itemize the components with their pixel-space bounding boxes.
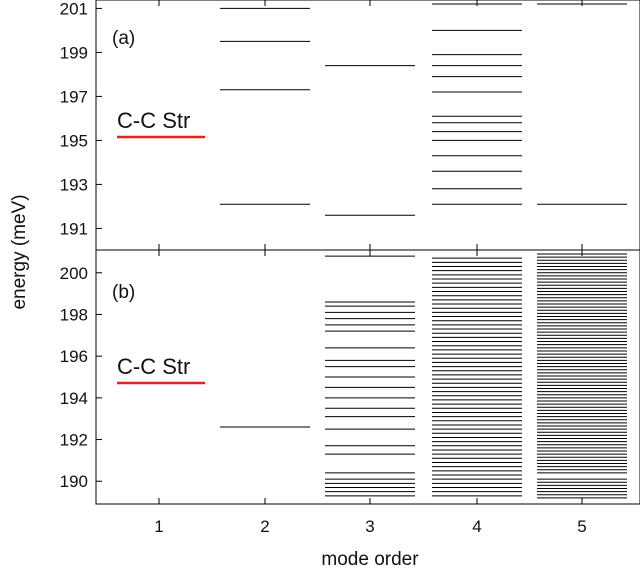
y-tick-label: 190 [60, 472, 88, 491]
panel-a-label: (a) [112, 28, 135, 49]
y-tick-label: 198 [60, 305, 88, 324]
x-tick-label: 3 [365, 517, 374, 536]
panel-b-x-ticks: 1 2 3 4 5 [154, 250, 587, 536]
y-tick-label: 200 [60, 264, 88, 283]
y-tick-label: 191 [60, 219, 88, 238]
y-tick-label: 196 [60, 347, 88, 366]
panel-b-levels [220, 253, 627, 499]
x-tick-label: 4 [472, 517, 481, 536]
y-axis-label: energy (meV) [9, 194, 30, 309]
panel-b-frame [95, 249, 640, 505]
panel-b-label: (b) [112, 282, 135, 303]
y-tick-label: 199 [60, 43, 88, 62]
x-tick-label: 2 [260, 517, 269, 536]
x-axis-label: mode order [321, 549, 419, 570]
panel-b: 190 192 194 196 198 200 1 2 3 4 5 (b) C-C Str [60, 249, 640, 536]
y-tick-label: 201 [60, 0, 88, 18]
y-tick-label: 193 [60, 175, 88, 194]
panel-b-y-ticks: 190 192 194 196 198 200 [60, 264, 102, 491]
y-tick-label: 192 [60, 431, 88, 450]
y-tick-label: 197 [60, 87, 88, 106]
x-tick-label: 1 [154, 517, 163, 536]
panel-a-annotation: C-C Str [117, 108, 190, 133]
panel-a-y-ticks: 191 193 195 197 199 201 [60, 0, 102, 238]
y-tick-label: 195 [60, 131, 88, 150]
panel-a-levels [220, 3, 627, 216]
y-tick-label: 194 [60, 389, 88, 408]
panel-a-x-ticks [158, 0, 583, 250]
x-tick-label: 5 [577, 517, 586, 536]
panel-a: 191 193 195 197 199 201 (a) C-C Str [60, 0, 640, 251]
panel-b-annotation: C-C Str [117, 354, 190, 379]
